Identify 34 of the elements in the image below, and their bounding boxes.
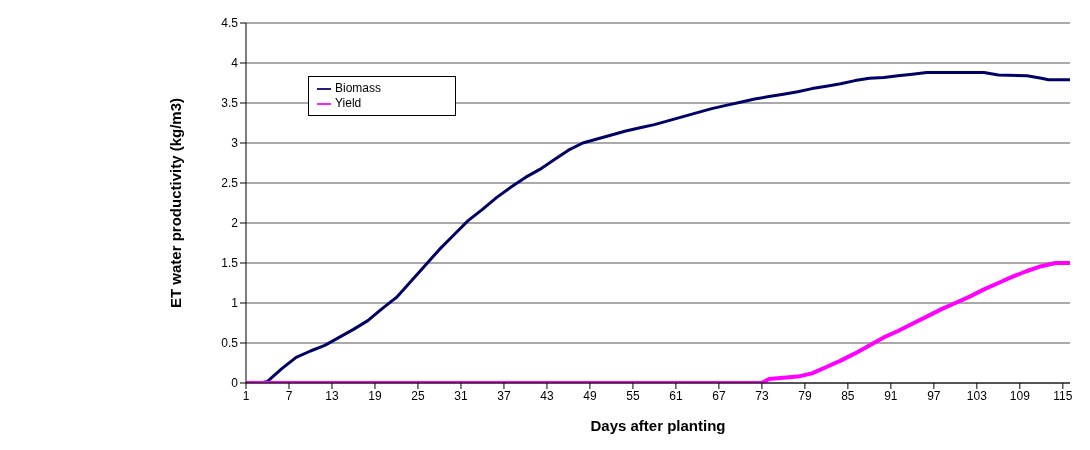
- y-tick-label: 3: [231, 136, 239, 151]
- y-tick-label: 4.5: [221, 16, 239, 31]
- x-tick-label: 13: [325, 388, 339, 403]
- x-axis-title: Days after planting: [590, 417, 726, 434]
- x-tick-label: 73: [755, 388, 769, 403]
- y-axis-title: ET water productivity (kg/m3): [167, 97, 185, 309]
- y-tick-label: 3.5: [221, 96, 239, 111]
- x-tick-label: 109: [1009, 388, 1031, 403]
- y-tick-label: 0.5: [221, 336, 239, 351]
- x-tick-label: 103: [966, 388, 988, 403]
- y-tick-label: 2.5: [221, 176, 239, 191]
- x-tick-label: 19: [368, 388, 382, 403]
- y-tick-label: 0: [231, 376, 239, 391]
- legend-label: Biomass: [335, 81, 382, 95]
- x-tick-label: 79: [798, 388, 812, 403]
- x-tick-label: 49: [583, 388, 597, 403]
- x-tick-label: 67: [712, 388, 726, 403]
- x-tick-label: 91: [884, 388, 898, 403]
- y-tick-label: 2: [231, 216, 239, 231]
- x-tick-label: 85: [841, 388, 855, 403]
- x-tick-label: 97: [927, 388, 941, 403]
- y-tick-label: 1: [231, 296, 239, 311]
- x-tick-label: 61: [669, 388, 683, 403]
- x-tick-label: 43: [540, 388, 554, 403]
- x-tick-label: 37: [497, 388, 511, 403]
- x-tick-label: 1: [242, 388, 250, 403]
- legend-label: Yield: [335, 95, 362, 110]
- x-tick-label: 115: [1053, 388, 1073, 403]
- x-tick-label: 55: [626, 388, 640, 403]
- x-tick-label: 25: [411, 388, 425, 403]
- y-tick-label: 4: [231, 56, 239, 71]
- x-tick-label: 7: [285, 388, 293, 403]
- x-tick-label: 31: [454, 388, 468, 403]
- y-tick-label: 1.5: [221, 256, 239, 271]
